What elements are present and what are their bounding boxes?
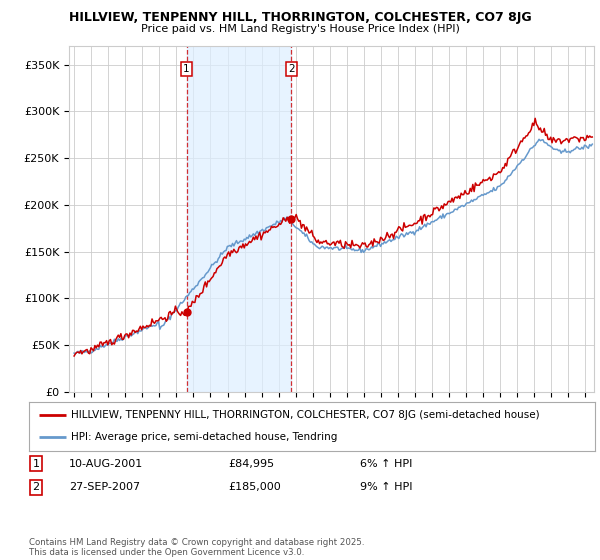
Text: 2: 2 [32,482,40,492]
Text: 9% ↑ HPI: 9% ↑ HPI [360,482,413,492]
Text: Price paid vs. HM Land Registry's House Price Index (HPI): Price paid vs. HM Land Registry's House … [140,24,460,34]
Text: 10-AUG-2001: 10-AUG-2001 [69,459,143,469]
Text: 2: 2 [288,64,295,74]
Text: £185,000: £185,000 [228,482,281,492]
Text: 1: 1 [184,64,190,74]
Text: 1: 1 [32,459,40,469]
Text: 6% ↑ HPI: 6% ↑ HPI [360,459,412,469]
Text: HPI: Average price, semi-detached house, Tendring: HPI: Average price, semi-detached house,… [71,432,338,442]
Text: Contains HM Land Registry data © Crown copyright and database right 2025.
This d: Contains HM Land Registry data © Crown c… [29,538,364,557]
Text: HILLVIEW, TENPENNY HILL, THORRINGTON, COLCHESTER, CO7 8JG: HILLVIEW, TENPENNY HILL, THORRINGTON, CO… [68,11,532,24]
Bar [187,46,292,392]
Text: 27-SEP-2007: 27-SEP-2007 [69,482,140,492]
Text: HILLVIEW, TENPENNY HILL, THORRINGTON, COLCHESTER, CO7 8JG (semi-detached house): HILLVIEW, TENPENNY HILL, THORRINGTON, CO… [71,410,540,420]
Text: £84,995: £84,995 [228,459,274,469]
